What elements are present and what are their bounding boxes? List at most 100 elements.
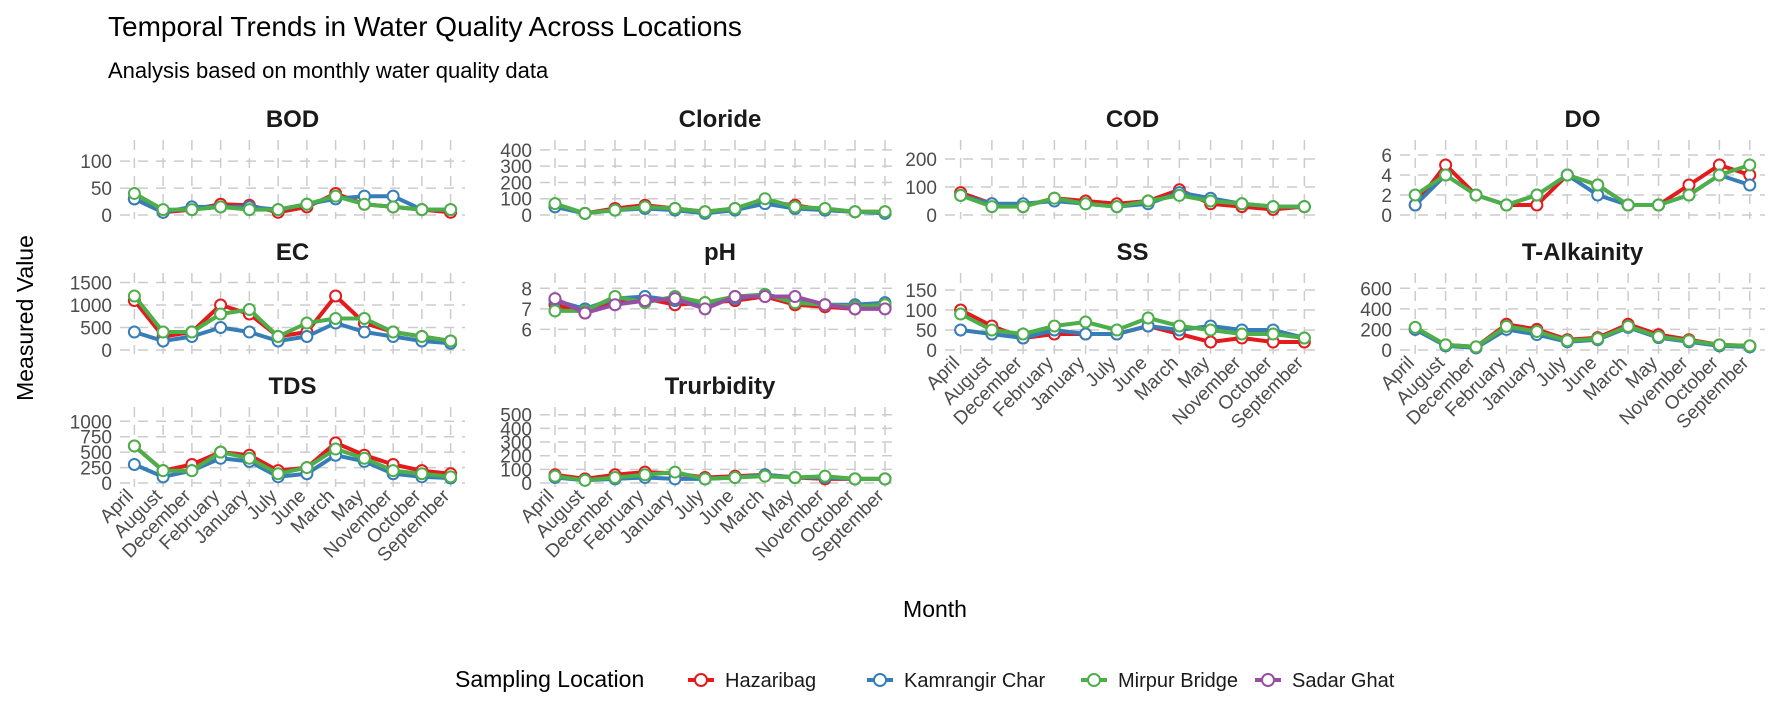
data-point: [1439, 168, 1453, 182]
y-tick-label: 0: [101, 341, 112, 362]
y-tick-label: 1000: [70, 296, 112, 317]
data-point: [954, 307, 968, 321]
data-point: [1204, 323, 1218, 337]
series-mirpur-bridge: [954, 188, 1311, 214]
facet-panel-cod: COD 0 100 200: [905, 106, 1320, 227]
series-hazaribag: [954, 183, 1311, 216]
data-point: [985, 323, 999, 337]
data-point: [1499, 198, 1513, 212]
data-point: [548, 197, 562, 211]
data-point: [578, 206, 592, 220]
facet-title: Cloride: [679, 106, 762, 133]
chart-subtitle: Analysis based on monthly water quality …: [108, 58, 549, 83]
y-tick-label: 0: [1381, 206, 1392, 227]
data-point: [1743, 339, 1757, 353]
data-point: [1141, 194, 1155, 208]
y-tick-label: 1500: [70, 274, 112, 295]
data-point: [214, 321, 228, 334]
y-tick-label: 300: [500, 157, 532, 178]
facet-title: BOD: [266, 106, 319, 133]
series-mirpur-bridge: [1408, 319, 1757, 354]
series-line: [554, 196, 885, 216]
data-point: [415, 203, 429, 217]
data-point: [1712, 168, 1726, 182]
data-point: [127, 289, 141, 303]
data-point: [156, 203, 170, 217]
data-point: [758, 469, 772, 483]
data-point: [1712, 338, 1726, 352]
legend-label: Hazaribag: [725, 670, 816, 692]
legend-label: Kamrangir Char: [904, 670, 1046, 692]
data-point: [415, 330, 429, 343]
facet-title: pH: [704, 239, 736, 266]
data-point: [1172, 188, 1186, 202]
data-point: [954, 188, 968, 202]
data-point: [1079, 327, 1093, 341]
legend-key-point: [694, 673, 708, 687]
data-point: [329, 289, 343, 303]
data-point: [758, 290, 772, 304]
data-point: [818, 469, 832, 483]
y-tick-label: 300: [500, 433, 532, 454]
y-tick-label: 0: [926, 206, 937, 227]
series-mirpur-bridge: [548, 192, 892, 220]
data-point: [386, 464, 400, 478]
data-point: [668, 201, 682, 215]
data-point: [1266, 327, 1280, 341]
data-point: [1235, 197, 1249, 211]
data-point: [357, 451, 371, 465]
data-point: [1204, 335, 1218, 349]
series-line: [959, 312, 1305, 340]
facet-title: EC: [276, 239, 309, 266]
data-point: [357, 197, 371, 211]
facet-panel-t-alkainity: T-Alkainity0200400600AprilAugustDecember…: [1360, 239, 1765, 433]
data-point: [1141, 311, 1155, 325]
series-sadar-ghat: [548, 290, 892, 320]
data-point: [1591, 332, 1605, 346]
series-mirpur-bridge: [127, 186, 458, 217]
data-point: [242, 325, 256, 339]
y-tick-label: 100: [80, 152, 112, 173]
data-point: [548, 304, 562, 318]
data-point: [728, 290, 742, 304]
y-tick-label: 750: [80, 428, 112, 449]
data-point: [242, 451, 256, 465]
data-point: [1408, 320, 1422, 334]
y-axis-title: Measured Value: [12, 235, 38, 401]
data-point: [608, 471, 622, 485]
data-point: [1469, 188, 1483, 202]
data-point: [1743, 178, 1757, 192]
data-point: [185, 464, 199, 478]
y-tick-label: 500: [500, 406, 532, 427]
data-point: [271, 467, 285, 481]
y-tick-label: 100: [905, 178, 937, 199]
data-point: [1560, 334, 1574, 348]
y-tick-label: 50: [91, 179, 112, 200]
data-point: [578, 473, 592, 487]
data-point: [1530, 324, 1544, 338]
data-point: [668, 465, 682, 479]
series-mirpur-bridge: [1408, 158, 1757, 212]
legend-label: Mirpur Bridge: [1118, 670, 1238, 692]
data-point: [1530, 188, 1544, 202]
data-point: [698, 302, 712, 316]
data-point: [788, 200, 802, 214]
data-point: [1172, 319, 1186, 333]
facet-panel-ss: SS050100150AprilAugustDecemberFebruaryJa…: [905, 239, 1320, 433]
y-tick-label: 200: [905, 150, 937, 171]
data-point: [357, 325, 371, 339]
series-mirpur-bridge: [954, 307, 1311, 345]
legend-item: Kamrangir Char: [867, 670, 1046, 692]
data-point: [329, 189, 343, 203]
data-point: [1621, 319, 1635, 333]
data-point: [818, 298, 832, 312]
data-point: [300, 330, 314, 343]
data-point: [848, 302, 862, 316]
data-point: [1079, 197, 1093, 211]
data-point: [668, 292, 682, 306]
data-point: [728, 201, 742, 215]
data-point: [848, 472, 862, 486]
y-tick-label: 8: [521, 279, 532, 300]
data-point: [698, 205, 712, 219]
